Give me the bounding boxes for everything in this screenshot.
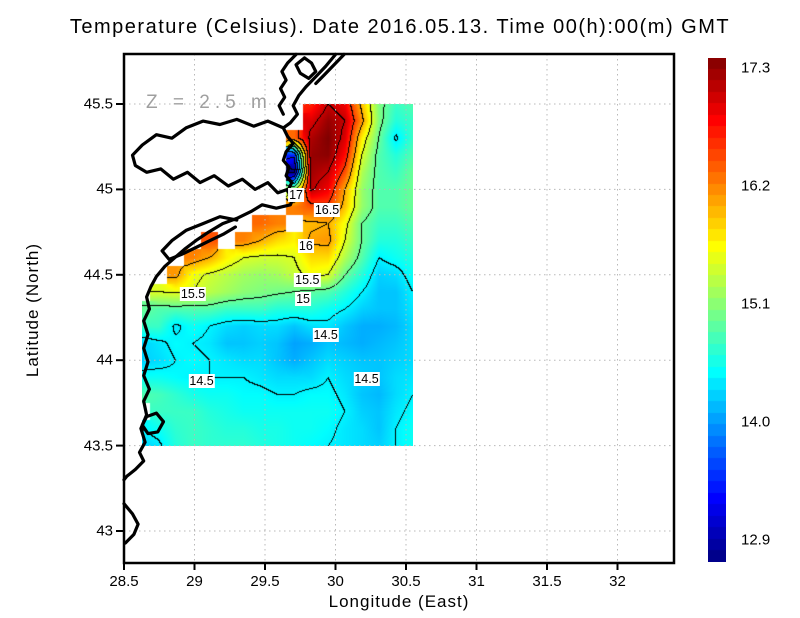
contour-label: 16 [297,238,314,253]
y-tick-label: 45.5 [83,95,113,113]
x-tick-label: 31 [468,573,485,590]
x-tick-label: 28.5 [109,573,139,590]
contour-label: 14.5 [353,371,380,386]
colorbar-tick-label: 16.2 [741,177,771,195]
colorbar [708,58,726,562]
x-tick-label: 30 [327,573,344,590]
contour-label: 15.5 [294,272,321,287]
contour-label: 14.5 [312,327,339,342]
x-tick-label: 30.5 [391,573,421,590]
y-tick-label: 43.5 [83,437,113,455]
colorbar-tick-label: 14.0 [741,413,771,431]
y-tick-label: 43 [96,522,113,540]
coastline [314,52,346,86]
contour-label: 15.5 [179,286,207,301]
contour-label: 14.5 [188,373,215,388]
x-tick-label: 32 [609,573,626,590]
contour-label: 17 [288,187,304,202]
y-axis-title: Latitude (North) [23,242,42,378]
temperature-field-canvas [142,104,413,446]
contour-label: 15 [295,291,312,306]
y-tick-label: 45 [96,180,113,198]
x-axis-title: Longitude (East) [328,592,470,611]
coastline [294,56,318,81]
colorbar-tick-label: 17.3 [741,59,771,77]
x-tick-label: 29 [186,573,203,590]
x-tick-label: 31.5 [532,573,562,590]
colorbar-tick-label: 12.9 [741,531,771,549]
contour-label: 16.5 [313,202,341,217]
coastline [122,502,140,545]
colorbar-tick-label: 15.1 [741,295,771,313]
y-tick-label: 44.5 [83,266,113,284]
x-tick-label: 29.5 [250,573,280,590]
depth-annotation: Z = 2.5 m [146,92,272,113]
figure-title: Temperature (Celsius). Date 2016.05.13. … [69,16,731,38]
y-tick-label: 44 [96,351,113,369]
